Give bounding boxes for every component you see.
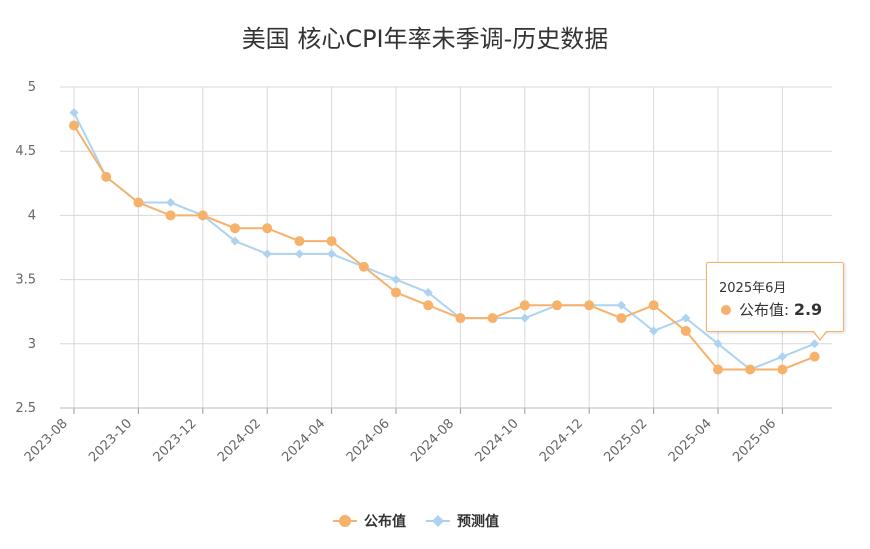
data-point-published[interactable]	[713, 364, 723, 375]
data-point-published[interactable]	[165, 210, 176, 221]
data-point-published[interactable]	[69, 120, 79, 131]
data-point-published[interactable]	[423, 300, 434, 311]
data-point-published[interactable]	[197, 210, 208, 221]
x-tick-label: 2024-10	[473, 416, 522, 465]
x-tick-label: 2024-08	[408, 416, 457, 465]
y-tick-label: 4	[28, 208, 36, 223]
data-point-forecast[interactable]	[649, 326, 659, 336]
y-tick-label: 3	[28, 337, 36, 352]
x-tick-label: 2023-08	[22, 416, 71, 465]
x-tick-label: 2024-02	[215, 416, 264, 465]
data-point-forecast[interactable]	[230, 236, 240, 246]
legend-circle-marker	[339, 515, 351, 527]
legend[interactable]: 公布值 预测值	[333, 513, 499, 530]
data-point-forecast[interactable]	[681, 313, 691, 323]
data-point-forecast[interactable]	[777, 352, 787, 362]
chart-title: 美国 核心CPI年率未季调-历史数据	[242, 25, 609, 53]
data-point-forecast[interactable]	[262, 249, 272, 259]
series-layer	[69, 108, 820, 375]
y-tick-label: 2.5	[15, 401, 36, 416]
data-point-published[interactable]	[552, 300, 562, 311]
legend-item-1[interactable]: 预测值	[426, 513, 499, 530]
x-tick-label: 2024-12	[537, 416, 586, 465]
data-point-published[interactable]	[745, 364, 756, 375]
data-point-forecast[interactable]	[391, 275, 401, 285]
data-point-published[interactable]	[777, 364, 788, 375]
data-point-published[interactable]	[326, 236, 337, 247]
data-point-published[interactable]	[230, 223, 240, 234]
x-tick-label: 2025-04	[666, 416, 715, 465]
tooltip-header: 2025年6月	[719, 281, 787, 296]
x-tick-label: 2024-04	[279, 416, 328, 465]
legend-diamond-marker	[432, 515, 444, 527]
data-point-forecast[interactable]	[810, 339, 820, 349]
y-tick-label: 3.5	[15, 273, 36, 288]
data-point-published[interactable]	[519, 300, 530, 311]
data-point-published[interactable]	[487, 313, 498, 324]
data-point-published[interactable]	[391, 287, 401, 298]
data-point-published[interactable]	[101, 171, 112, 182]
y-tick-label: 5	[28, 80, 36, 95]
data-point-forecast[interactable]	[520, 313, 530, 323]
data-point-forecast[interactable]	[327, 249, 337, 259]
x-tick-label: 2025-06	[730, 416, 779, 465]
data-point-published[interactable]	[262, 223, 273, 234]
x-tick-label: 2025-02	[601, 416, 650, 465]
data-point-published[interactable]	[455, 313, 466, 324]
y-tick-label: 4.5	[15, 144, 36, 159]
data-point-published[interactable]	[616, 313, 627, 324]
data-point-published[interactable]	[680, 325, 691, 336]
legend-label: 预测值	[457, 513, 499, 530]
tooltip-series-marker	[721, 305, 731, 315]
x-tick-label: 2023-10	[86, 416, 135, 465]
legend-item-0[interactable]: 公布值	[333, 513, 406, 530]
data-point-forecast[interactable]	[69, 108, 79, 118]
data-point-forecast[interactable]	[294, 249, 304, 259]
data-point-published[interactable]	[584, 300, 595, 311]
x-tick-label: 2024-06	[344, 416, 393, 465]
series-line-0	[73, 124, 815, 371]
x-axis-ticks: 2023-08 2023-10 2023-12 2024-02 2024-04 2024-…	[22, 416, 779, 465]
data-point-published[interactable]	[358, 261, 369, 272]
x-tick-label: 2023-12	[151, 416, 200, 465]
y-axis-ticks: 5 4.5 4 3.5 3 2.5	[15, 80, 36, 416]
tooltip-value: 2.9	[793, 300, 823, 319]
data-point-published[interactable]	[809, 351, 820, 362]
data-point-forecast[interactable]	[166, 198, 176, 208]
data-point-published[interactable]	[133, 197, 144, 208]
tooltip-series-label: 公布值:	[739, 301, 794, 319]
data-point-forecast[interactable]	[713, 339, 723, 349]
series-line-1	[73, 112, 815, 371]
data-point-published[interactable]	[294, 236, 305, 247]
legend-label: 公布值	[364, 513, 406, 530]
data-point-published[interactable]	[648, 300, 659, 311]
data-point-forecast[interactable]	[616, 300, 626, 310]
tooltip: 2025年6月 公布值: 2.9	[706, 262, 844, 341]
data-point-forecast[interactable]	[423, 287, 433, 297]
tooltip-row: 公布值: 2.9	[739, 299, 822, 320]
